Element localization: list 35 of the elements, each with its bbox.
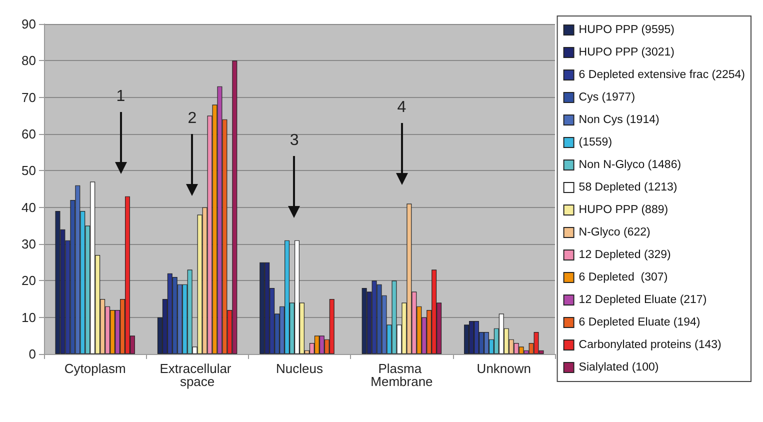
- annotation: 2: [186, 110, 198, 128]
- y-tick-label: 20: [22, 273, 36, 288]
- legend-label: Cys (1977): [578, 92, 636, 104]
- legend-label: HUPO PPP (889): [578, 204, 668, 216]
- y-tick-label: 50: [22, 163, 36, 178]
- legend-label: 6 Depleted Eluate (194): [578, 316, 700, 328]
- legend-label: (1559): [578, 136, 612, 148]
- x-tick-label: Plasma Membrane: [370, 361, 433, 389]
- legend-label: 12 Depleted (329): [578, 249, 672, 261]
- y-tick-label: 0: [28, 346, 36, 362]
- legend-label: 6 Depleted (307): [578, 272, 668, 284]
- y-tick-label: 80: [22, 53, 36, 68]
- annotation: 1: [115, 88, 126, 106]
- legend-label: HUPO PPP (3021): [578, 46, 675, 58]
- annotation: 4: [396, 99, 408, 118]
- legend-label: 58 Depleted (1213): [578, 182, 678, 194]
- legend-label: Non N-Glyco (1486): [578, 159, 682, 171]
- x-tick-label: Extracellular space: [160, 361, 235, 389]
- y-tick-label: 10: [22, 310, 36, 325]
- y-tick-label: 60: [22, 126, 36, 142]
- y-tick-label: 30: [22, 236, 36, 252]
- legend-label: HUPO PPP (9595): [578, 24, 675, 36]
- y-tick-label: 90: [22, 16, 36, 32]
- x-tick-label: Nucleus: [276, 361, 324, 376]
- legend-label: 6 Depleted extensive frac (2254): [578, 69, 746, 81]
- y-tick-label: 40: [22, 200, 36, 215]
- legend-label: Sialylated (100): [578, 362, 659, 374]
- legend-label: Non Cys (1914): [578, 114, 660, 126]
- legend-label: 12 Depleted Eluate (217): [578, 294, 707, 306]
- x-tick-label: Cytoplasm: [64, 361, 126, 376]
- annotation: 3: [288, 132, 300, 150]
- legend-label: N-Glyco (622): [578, 226, 651, 238]
- y-tick-label: 70: [22, 90, 36, 105]
- legend-label: Carbonylated proteins (143): [578, 339, 722, 351]
- x-tick-label: Unknown: [476, 361, 531, 376]
